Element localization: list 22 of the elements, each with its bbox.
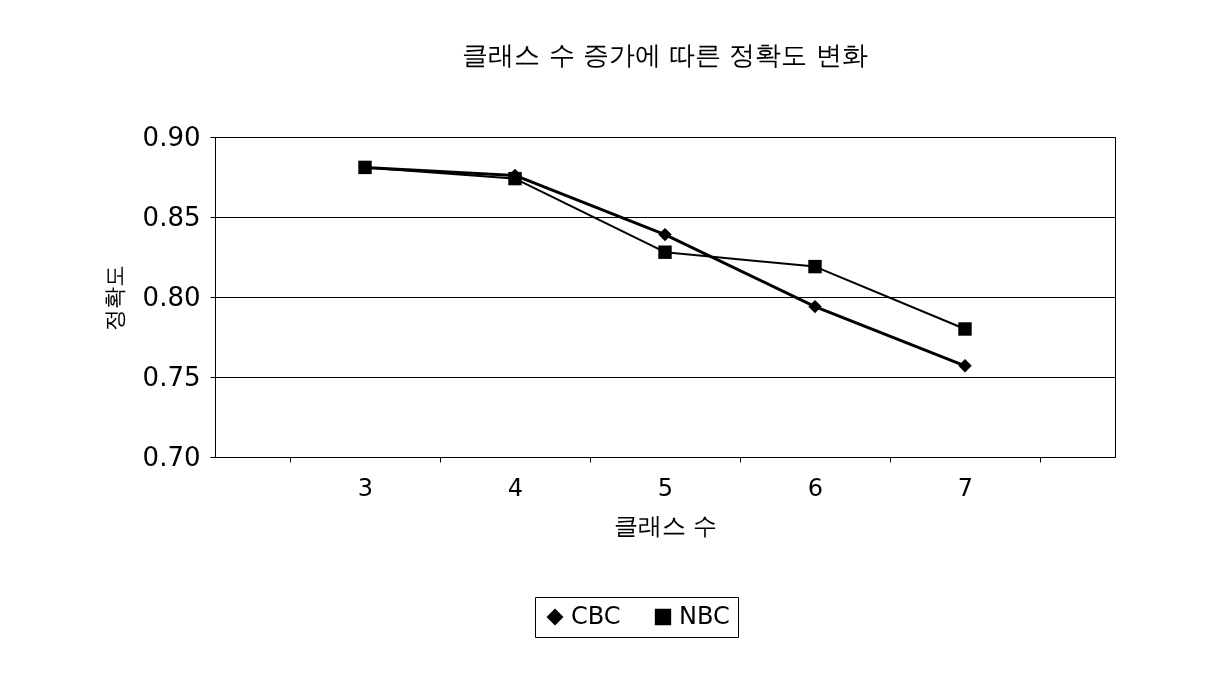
y-tick-label: 0.90: [142, 121, 201, 152]
point: [658, 245, 672, 259]
legend-label: NBC: [679, 602, 730, 630]
x-tick-label: 3: [357, 473, 374, 502]
point: [358, 160, 372, 175]
point: [958, 322, 972, 336]
x-axis-title: 클래스 수: [613, 511, 718, 540]
legend-label: CBC: [571, 602, 621, 630]
y-tick-label: 0.70: [142, 441, 201, 472]
point: [658, 227, 672, 242]
chart-title: 클래스 수 증가에 따른 정확도 변화: [462, 40, 868, 70]
y-tick-label: 0.75: [142, 361, 201, 392]
point: [808, 259, 822, 274]
x-tick-label: 6: [807, 473, 824, 502]
y-tick-label: 0.85: [142, 201, 201, 232]
x-tick-label: 4: [507, 473, 524, 502]
y-axis-title: 정확도: [101, 264, 127, 331]
y-tick-label: 0.80: [142, 281, 201, 312]
point: [808, 299, 822, 314]
x-tick-label: 7: [957, 473, 974, 502]
point: [958, 359, 972, 373]
x-tick-label: 5: [657, 473, 674, 502]
